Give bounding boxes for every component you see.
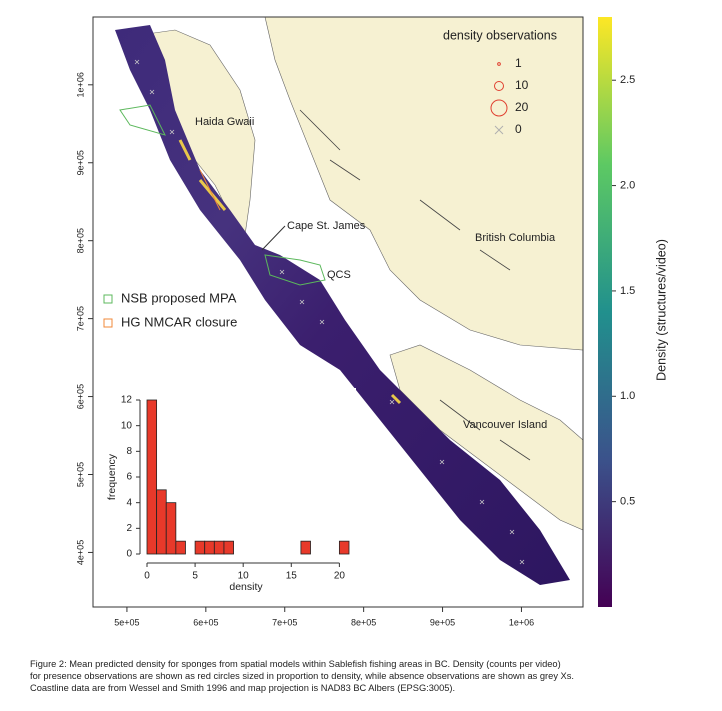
histogram-bar [213, 540, 225, 555]
legend-marker [497, 62, 501, 66]
legend-label: 1 [515, 56, 522, 70]
leader-line [261, 225, 286, 251]
legend-swatch [103, 318, 113, 328]
caption-line: for presence observations are shown as r… [30, 671, 574, 681]
place-label: QCS [327, 269, 351, 281]
colorbar-tick-label: 1.5 [620, 285, 635, 297]
y-tick-label: 4 [126, 497, 132, 508]
closure-outline [199, 169, 221, 211]
legend-swatch [103, 294, 113, 304]
legend-marker [494, 81, 504, 91]
histogram-bar [223, 540, 234, 555]
histogram-bar [175, 540, 186, 555]
histogram-panel [100, 388, 356, 595]
caption: Figure 2: Mean predicted density for spo… [30, 658, 710, 694]
inlets [299, 109, 531, 461]
x-tick-label: 10 [238, 571, 250, 582]
y-tick-label: 5e+05 [75, 462, 85, 487]
density-surface [115, 25, 570, 585]
x-tick-label: 20 [334, 571, 346, 582]
y-tick-label: 6 [126, 472, 132, 483]
mpa-outline [119, 104, 166, 136]
x-tick-label: 6e+05 [193, 617, 218, 627]
histogram-bar [204, 540, 215, 555]
legend-label: 0 [515, 122, 522, 136]
legend-title: density observations [443, 28, 557, 42]
caption-line: Coastline data are from Wessel and Smith… [30, 683, 456, 693]
legend-label: 20 [515, 100, 529, 114]
colorbar-tick-label: 2.0 [620, 179, 635, 191]
colorbar-label: Density (structures/video) [654, 239, 668, 381]
colorbar-tick-label: 0.5 [620, 496, 635, 508]
y-tick-label: 2 [126, 523, 132, 534]
map-frame [92, 16, 584, 608]
y-tick-label: 9e+05 [75, 150, 85, 175]
x-tick-label: 15 [286, 571, 298, 582]
x-tick-label: 9e+05 [430, 617, 455, 627]
y-tick-label: 4e+05 [75, 540, 85, 565]
x-tick-label: 0 [144, 571, 150, 582]
x-tick-label: 5e+05 [114, 617, 139, 627]
colorbar [598, 17, 612, 607]
place-label: Cape St. James [287, 220, 366, 232]
y-tick-label: 8 [126, 446, 132, 457]
histogram-bar [146, 399, 158, 555]
histogram-bar [165, 502, 177, 555]
legend-label: HG NMCAR closure [121, 314, 237, 329]
histogram-bar [338, 540, 350, 555]
y-tick-label: 12 [121, 395, 133, 406]
place-label: Vancouver Island [463, 419, 547, 431]
colorbar-tick-label: 1.0 [620, 390, 635, 402]
legend-label: NSB proposed MPA [121, 290, 237, 305]
x-axis-label: density [229, 581, 263, 593]
legend-marker [490, 99, 508, 117]
x-tick-label: 7e+05 [272, 617, 297, 627]
y-tick-label: 0 [126, 549, 132, 560]
place-label: Haida Gwaii [195, 116, 254, 128]
figure: 5e+05 6e+05 7e+05 8e+05 9e+05 1e+06 4e+05 5e+05… [75, 16, 668, 627]
x-tick-label: 1e+06 [509, 617, 534, 627]
x-tick-label: 8e+05 [351, 617, 376, 627]
y-tick-label: 8e+05 [75, 228, 85, 253]
y-tick-label: 7e+05 [75, 306, 85, 331]
histogram-bar [156, 489, 167, 555]
y-tick-label: 1e+06 [75, 72, 85, 97]
colorbar-tick-label: 2.5 [620, 74, 635, 86]
y-tick-label: 6e+05 [75, 384, 85, 409]
x-tick-label: 5 [192, 571, 198, 582]
y-tick-label: 10 [121, 420, 133, 431]
mpa-outline [264, 254, 326, 286]
caption-line: Figure 2: Mean predicted density for spo… [30, 659, 561, 669]
histogram-bar [300, 540, 311, 555]
legend-marker [494, 125, 504, 135]
absence-markers [134, 59, 525, 565]
y-axis-label: frequency [106, 453, 118, 500]
histogram-bar [194, 540, 206, 555]
place-label: British Columbia [475, 232, 556, 244]
legend-label: 10 [515, 78, 529, 92]
